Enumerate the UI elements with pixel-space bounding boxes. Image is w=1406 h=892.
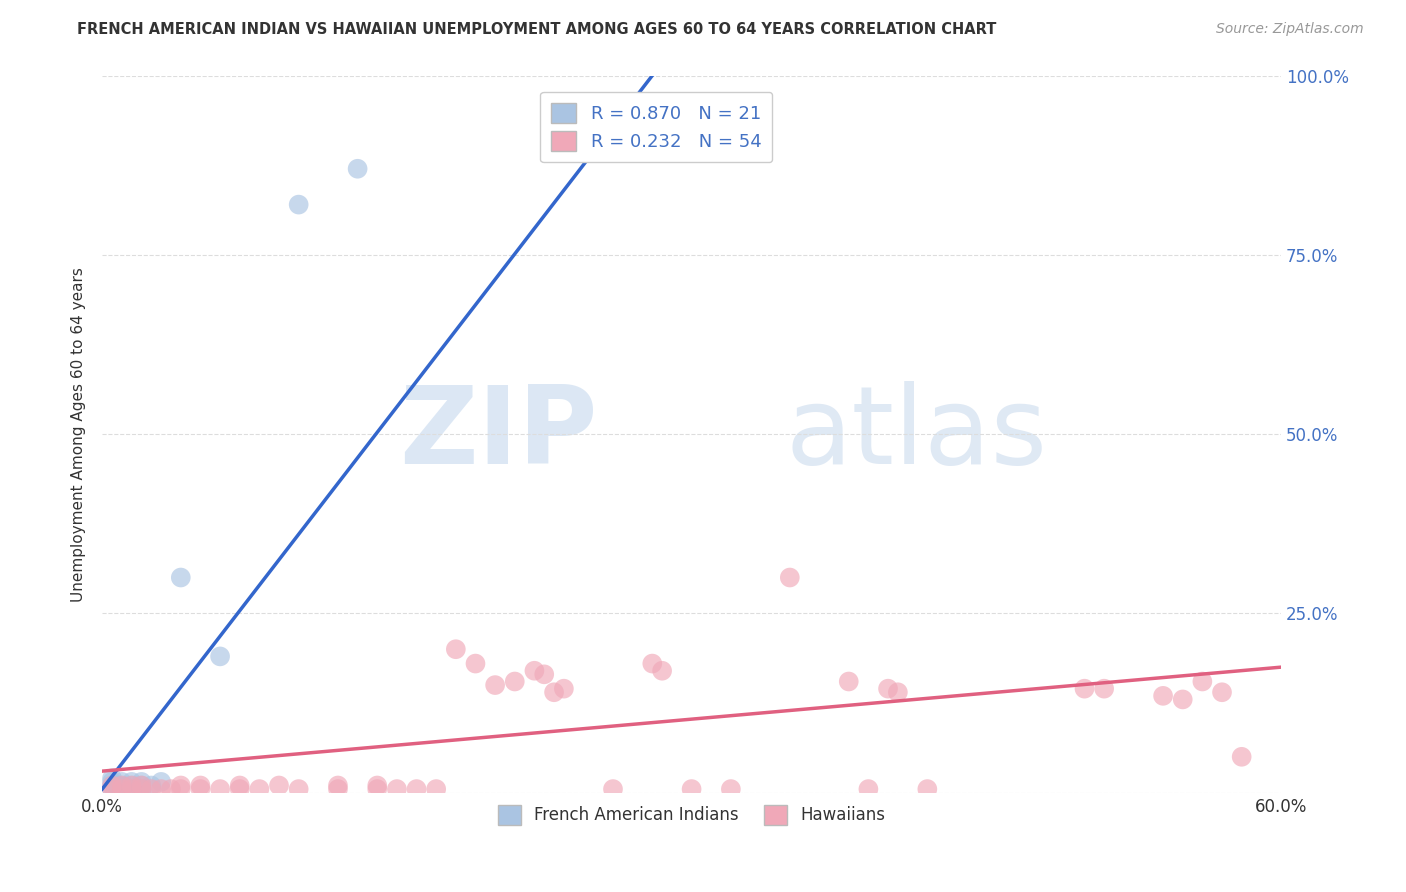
Text: FRENCH AMERICAN INDIAN VS HAWAIIAN UNEMPLOYMENT AMONG AGES 60 TO 64 YEARS CORREL: FRENCH AMERICAN INDIAN VS HAWAIIAN UNEMP… <box>77 22 997 37</box>
Point <box>877 681 900 696</box>
Point <box>131 775 153 789</box>
Point <box>641 657 664 671</box>
Point <box>114 780 136 794</box>
Point <box>160 782 183 797</box>
Point <box>170 570 193 584</box>
Point <box>209 782 232 797</box>
Point <box>141 782 163 797</box>
Point <box>484 678 506 692</box>
Point <box>190 779 212 793</box>
Point <box>101 779 124 793</box>
Point <box>366 782 388 797</box>
Point <box>444 642 467 657</box>
Point <box>366 779 388 793</box>
Point <box>503 674 526 689</box>
Point <box>229 782 252 797</box>
Point <box>111 782 134 797</box>
Point <box>101 772 124 786</box>
Point <box>121 779 143 793</box>
Point <box>170 779 193 793</box>
Point <box>190 782 212 797</box>
Text: ZIP: ZIP <box>399 381 598 487</box>
Point <box>229 779 252 793</box>
Point <box>326 782 349 797</box>
Point <box>523 664 546 678</box>
Y-axis label: Unemployment Among Ages 60 to 64 years: Unemployment Among Ages 60 to 64 years <box>72 267 86 601</box>
Point <box>779 570 801 584</box>
Point <box>111 775 134 789</box>
Point <box>681 782 703 797</box>
Text: atlas: atlas <box>786 381 1047 487</box>
Point <box>1152 689 1174 703</box>
Point <box>1211 685 1233 699</box>
Point <box>107 782 129 797</box>
Point <box>170 782 193 797</box>
Point <box>1171 692 1194 706</box>
Point <box>1092 681 1115 696</box>
Point <box>131 782 153 797</box>
Point <box>858 782 880 797</box>
Point <box>887 685 910 699</box>
Point <box>326 779 349 793</box>
Point <box>101 779 124 793</box>
Point <box>247 782 270 797</box>
Point <box>405 782 427 797</box>
Point <box>287 197 309 211</box>
Point <box>602 782 624 797</box>
Point <box>385 782 408 797</box>
Point <box>150 775 173 789</box>
Point <box>150 782 173 797</box>
Point <box>543 685 565 699</box>
Point <box>553 681 575 696</box>
Point <box>720 782 742 797</box>
Point <box>464 657 486 671</box>
Point <box>917 782 939 797</box>
Point <box>107 779 129 793</box>
Point <box>131 779 153 793</box>
Point <box>1073 681 1095 696</box>
Point <box>121 775 143 789</box>
Point <box>121 782 143 797</box>
Point <box>131 779 153 793</box>
Point <box>267 779 290 793</box>
Point <box>111 779 134 793</box>
Text: Source: ZipAtlas.com: Source: ZipAtlas.com <box>1216 22 1364 37</box>
Point <box>101 782 124 797</box>
Point <box>425 782 447 797</box>
Point <box>111 779 134 793</box>
Point <box>346 161 368 176</box>
Point <box>131 782 153 797</box>
Point <box>209 649 232 664</box>
Point <box>651 664 673 678</box>
Point <box>141 779 163 793</box>
Legend: French American Indians, Hawaiians: French American Indians, Hawaiians <box>488 796 896 835</box>
Point <box>101 775 124 789</box>
Point <box>1230 749 1253 764</box>
Point <box>533 667 555 681</box>
Point <box>1191 674 1213 689</box>
Point <box>121 779 143 793</box>
Point <box>101 782 124 797</box>
Point <box>287 782 309 797</box>
Point <box>838 674 860 689</box>
Point <box>111 782 134 797</box>
